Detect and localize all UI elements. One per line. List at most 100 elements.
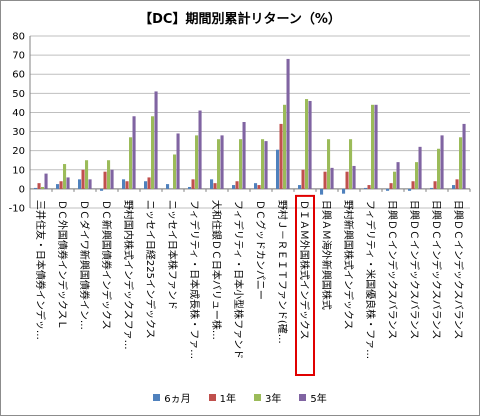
bar-2-4	[103, 171, 107, 189]
bar-3-2	[63, 164, 67, 189]
highlight-box	[295, 194, 315, 376]
bar-3-12	[283, 104, 287, 189]
bar-2-9	[213, 183, 217, 189]
bar-2-20	[455, 179, 459, 189]
bar-2-13	[301, 169, 305, 189]
x-tick-label: ＤＣ新興国債券インデックス	[100, 200, 113, 330]
bar-3-7	[173, 154, 177, 189]
bar-3-4	[107, 160, 111, 189]
bar-3-20	[459, 137, 463, 189]
bar-1-2	[56, 184, 60, 189]
x-tick-label: ＤＣダイワ新興国債券イン…	[78, 200, 91, 330]
bar-1-19	[430, 187, 434, 189]
bar-2-17	[389, 183, 393, 189]
x-tick-label: 大和住銀ＤＣ日本バリュー株…	[210, 200, 223, 340]
x-tick-label: 日興ＤＣインデックスバランス	[430, 200, 443, 340]
bar-4-15	[352, 165, 356, 189]
y-tick-label: 80	[12, 32, 25, 43]
legend-entry: 3年	[254, 390, 281, 405]
bar-2-19	[433, 181, 437, 189]
bar-1-16	[364, 187, 368, 189]
bar-4-3	[88, 179, 92, 189]
bar-4-14	[330, 167, 334, 189]
bar-4-8	[198, 110, 202, 189]
bar-2-10	[235, 181, 239, 189]
bar-3-17	[393, 171, 397, 189]
x-tick-label: フィデリティ・日本小型株ファンド	[232, 200, 245, 359]
x-tick-label: 日興ＡＭ海外新興国株式	[320, 200, 333, 310]
x-tick-label: 野村Ｊ－ＲＥＩＴファンド(確…	[276, 200, 289, 344]
bar-1-4	[100, 188, 104, 191]
bar-3-5	[129, 137, 133, 189]
x-tick-label: ニッセイ日本株ファンド	[166, 200, 179, 310]
bar-2-11	[257, 185, 261, 189]
bar-4-1	[44, 173, 48, 189]
legend-label: 1年	[219, 394, 236, 405]
bar-4-4	[110, 169, 114, 189]
bar-4-5	[132, 116, 136, 189]
bar-4-17	[396, 162, 400, 189]
legend-entry: 5年	[299, 390, 327, 405]
bar-4-9	[220, 135, 224, 189]
bar-3-18	[415, 162, 419, 189]
bar-4-18	[418, 146, 422, 189]
bar-1-17	[386, 188, 390, 191]
bar-3-10	[239, 139, 243, 189]
legend-swatch	[153, 394, 161, 401]
x-tick-label: 日興ＤＣインデックスバランス	[452, 200, 465, 340]
bar-3-8	[195, 135, 199, 189]
bar-1-3	[78, 179, 82, 189]
legend-swatch	[299, 394, 307, 401]
bar-1-5	[122, 179, 126, 189]
y-tick-label: 40	[12, 108, 25, 119]
bar-1-12	[276, 149, 280, 189]
y-tick-label: 10	[12, 165, 25, 176]
bar-4-10	[242, 122, 246, 189]
bar-1-6	[144, 181, 148, 189]
bar-4-19	[440, 135, 444, 189]
bar-2-15	[345, 171, 349, 189]
legend-label: 5年	[310, 394, 327, 405]
bar-3-9	[217, 139, 221, 189]
x-tick-label: 日興ＤＣインデックスバランス	[386, 200, 399, 340]
y-tick-label: 30	[12, 127, 25, 138]
bar-3-16	[371, 104, 375, 189]
legend-entry: 6ヵ月	[153, 390, 191, 405]
bar-2-3	[81, 169, 85, 189]
legend-swatch	[208, 394, 216, 401]
bar-4-7	[176, 133, 180, 189]
chart-title: 【DC】期間別累計リターン（%）	[139, 12, 341, 27]
bar-2-18	[411, 181, 415, 189]
bar-2-8	[191, 179, 195, 189]
legend-swatch	[254, 394, 261, 401]
x-tick-label: ＤＣグッドカンパニー	[254, 200, 267, 300]
bar-2-5	[125, 181, 129, 189]
bar-1-18	[408, 188, 412, 191]
bar-4-12	[286, 58, 290, 189]
bar-1-7	[166, 184, 170, 189]
x-tick-label: 日興ＤＣインデックスバランス	[408, 200, 421, 340]
bar-1-11	[254, 183, 258, 189]
bar-1-14	[320, 188, 324, 195]
x-tick-label: 野村国内株式インデックスファ…	[122, 200, 135, 350]
bar-4-11	[264, 141, 268, 189]
bar-4-13	[308, 100, 312, 189]
bar-1-10	[232, 185, 236, 189]
bar-2-1	[37, 183, 41, 189]
bar-1-20	[452, 185, 456, 189]
x-tick-label: ニッセイ日経225インデックス	[144, 200, 157, 339]
legend-entry: 1年	[208, 390, 236, 405]
bar-3-13	[305, 99, 309, 189]
bar-3-15	[349, 139, 353, 189]
y-tick-label: 50	[12, 89, 25, 100]
bar-2-16	[367, 185, 371, 189]
bar-1-8	[188, 186, 192, 189]
y-tick-label: 0	[19, 184, 25, 195]
bar-2-14	[323, 171, 327, 189]
bar-1-9	[210, 179, 214, 189]
x-tick-label: フィデリティ・米国優良株・ファ…	[364, 200, 377, 359]
bar-4-6	[154, 91, 158, 189]
bar-3-11	[261, 139, 265, 189]
bar-2-2	[59, 181, 63, 189]
